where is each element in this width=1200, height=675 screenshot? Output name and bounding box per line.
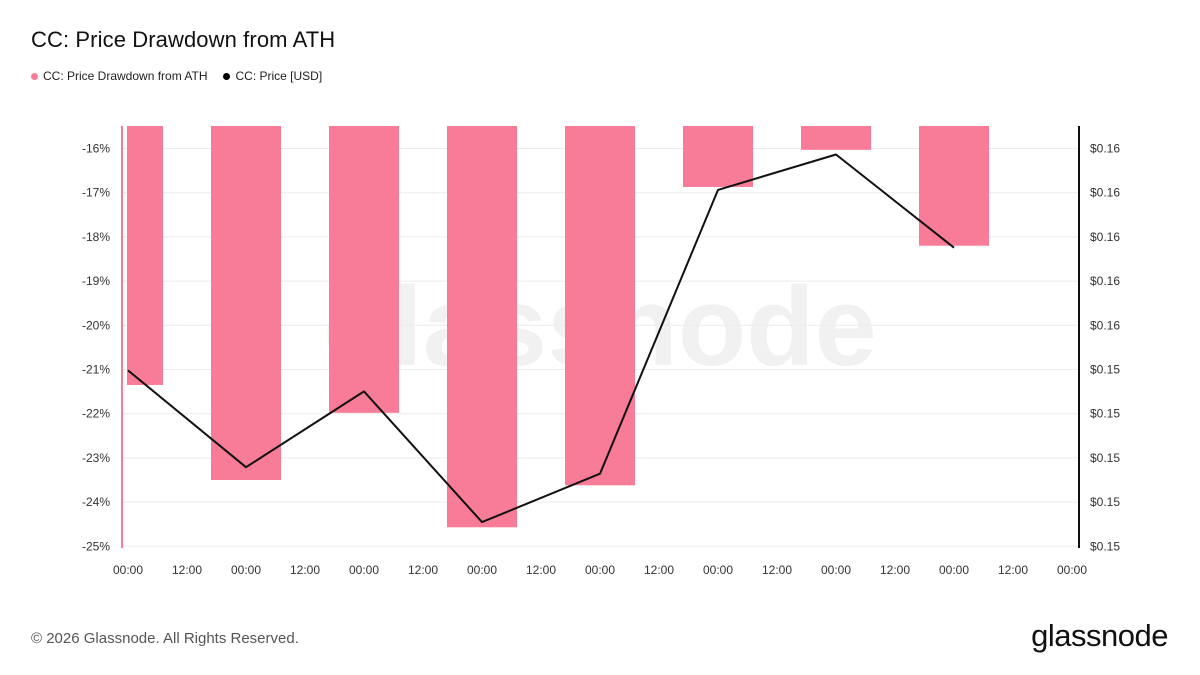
right-tick-label-3: $0.16 [1090,274,1120,288]
drawdown-bar-0 [127,126,163,385]
x-tick-label-0: 00:00 [113,563,143,577]
left-tick-label-8: -24% [82,495,110,509]
x-tick-label-5: 12:00 [408,563,438,577]
right-tick-label-8: $0.15 [1090,495,1120,509]
x-tick-label-6: 00:00 [467,563,497,577]
right-tick-label-9: $0.15 [1090,539,1120,553]
drawdown-bar-5 [683,126,753,187]
left-tick-label-7: -23% [82,451,110,465]
right-tick-label-4: $0.16 [1090,318,1120,332]
right-tick-label-6: $0.15 [1090,407,1120,421]
right-tick-label-0: $0.16 [1090,142,1120,156]
right-axis-ticks: $0.16 $0.16 $0.16 $0.16 $0.16 $0.15 $0.15 $0.15… [1090,142,1120,554]
legend: CC: Price Drawdown from ATH CC: Price [U… [31,69,322,83]
x-tick-label-12: 00:00 [821,563,851,577]
drawdown-bar-7 [919,126,989,246]
legend-label-price: CC: Price [USD] [235,69,323,83]
axes [121,126,1080,548]
left-tick-label-6: -22% [82,407,110,421]
left-tick-label-2: -18% [82,230,110,244]
legend-swatch-price [223,72,231,80]
x-tick-label-16: 00:00 [1057,563,1087,577]
left-tick-label-9: -25% [82,539,110,553]
left-axis-ticks: -16% -17% -18% -19% -20% -21% -22% -23% -24% -25% [82,142,110,554]
x-tick-label-13: 12:00 [880,563,910,577]
drawdown-bar-1 [211,126,281,480]
right-tick-label-2: $0.16 [1090,230,1120,244]
x-tick-label-4: 00:00 [349,563,379,577]
x-axis-ticks: 00:00 12:00 00:00 12:00 00:00 12:00 00:00 12:00… [113,563,1087,577]
drawdown-bar-4 [565,126,635,486]
left-tick-label-1: -17% [82,186,110,200]
x-tick-label-3: 12:00 [290,563,320,577]
copyright-text: © 2026 Glassnode. All Rights Reserved. [31,630,299,647]
x-tick-label-14: 00:00 [939,563,969,577]
x-tick-label-1: 12:00 [172,563,202,577]
x-tick-label-11: 12:00 [762,563,792,577]
x-tick-label-7: 12:00 [526,563,556,577]
drawdown-bar-3 [447,126,517,528]
legend-item-drawdown[interactable]: CC: Price Drawdown from ATH [31,69,207,83]
x-tick-label-8: 00:00 [585,563,615,577]
legend-label-drawdown: CC: Price Drawdown from ATH [43,69,208,83]
x-tick-label-10: 00:00 [703,563,733,577]
left-tick-label-0: -16% [82,142,110,156]
price-line [127,153,955,524]
chart-title: CC: Price Drawdown from ATH [31,27,336,52]
left-tick-label-3: -19% [82,274,110,288]
x-tick-label-15: 12:00 [998,563,1028,577]
x-tick-label-2: 00:00 [231,563,261,577]
right-tick-label-7: $0.15 [1090,451,1120,465]
legend-item-price[interactable]: CC: Price [USD] [223,69,322,83]
left-tick-label-5: -21% [82,363,110,377]
legend-swatch-drawdown [31,72,38,80]
left-tick-label-4: -20% [82,318,110,332]
drawdown-bar-2 [329,126,399,413]
drawdown-bar-6 [801,126,871,150]
drawdown-bars [127,126,989,528]
right-tick-label-5: $0.15 [1090,363,1120,377]
right-tick-label-1: $0.16 [1090,186,1120,200]
glassnode-logo: glassnode [1031,618,1168,653]
x-tick-label-9: 12:00 [644,563,674,577]
